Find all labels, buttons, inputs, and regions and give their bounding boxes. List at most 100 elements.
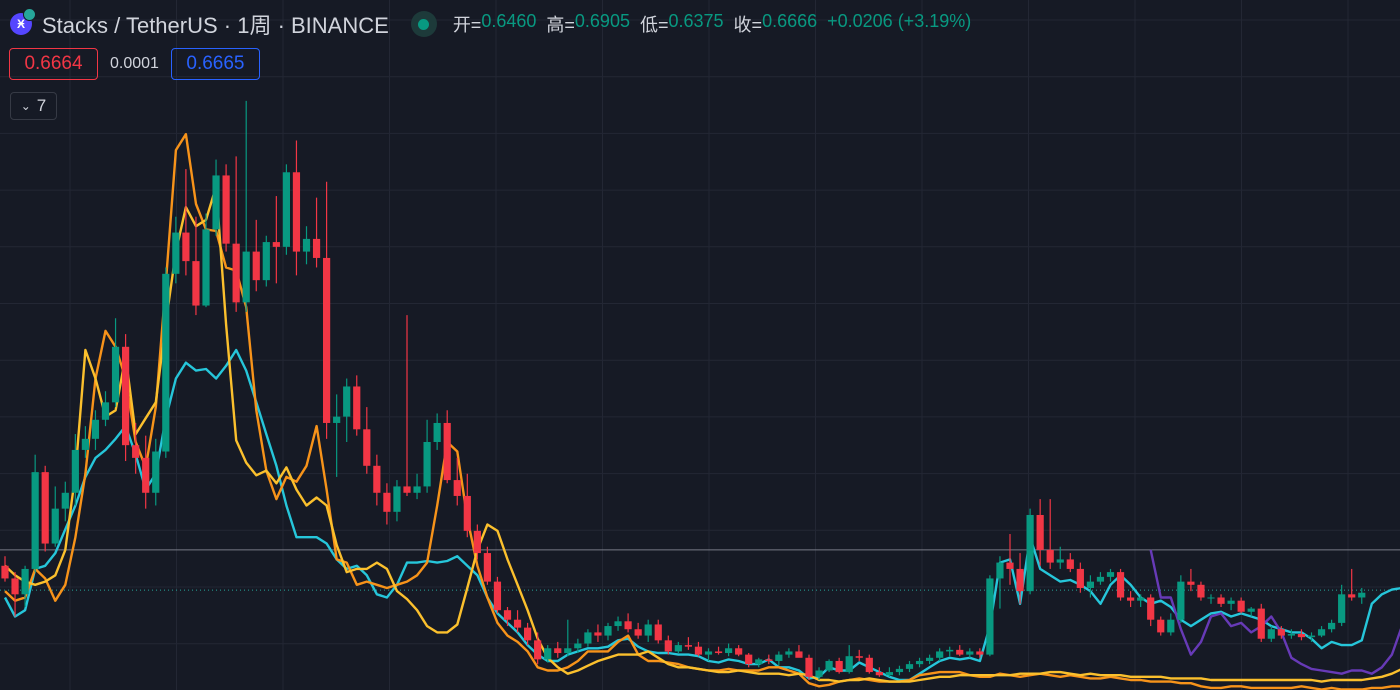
symbol-title[interactable]: Stacks / TetherUS · 1周 · BINANCE (42, 13, 389, 38)
candle (614, 616, 622, 631)
candle (1016, 553, 1024, 604)
candle (1307, 632, 1316, 642)
candle-body (825, 660, 833, 671)
candle-body (765, 659, 773, 661)
buy-price-button[interactable]: 0.6665 (170, 48, 260, 80)
candle (936, 648, 944, 661)
candle (91, 410, 100, 450)
candle (242, 100, 250, 312)
candle-body (1317, 629, 1326, 636)
market-status-icon[interactable] (410, 11, 437, 37)
candle-body (132, 445, 140, 458)
candle-body (81, 438, 89, 450)
candle-body (1147, 597, 1155, 620)
candle-body (423, 442, 431, 487)
candle (453, 457, 461, 506)
candle (714, 646, 723, 655)
candle (915, 657, 924, 668)
candle (765, 654, 773, 665)
candle (1177, 575, 1185, 623)
candle-body (865, 657, 873, 673)
candle (986, 575, 994, 657)
candle (684, 637, 692, 650)
candle-body (976, 651, 984, 655)
candle (1076, 562, 1084, 593)
candle-body (1338, 594, 1346, 623)
candle-body (634, 629, 642, 636)
candle (1287, 629, 1295, 639)
candle (11, 572, 19, 617)
candle-body (172, 232, 180, 274)
candle (1237, 597, 1245, 614)
candle-body (1066, 559, 1074, 569)
trade-bar: 0.6664 0.0001 0.6665 (9, 48, 260, 80)
candle-body (594, 632, 602, 636)
high-value: 0.6905 (574, 11, 630, 31)
candle-body (1, 565, 9, 579)
candle-body (845, 656, 853, 673)
candle (524, 622, 532, 646)
candle-body (1287, 633, 1295, 636)
candle (1167, 613, 1175, 636)
candle (624, 613, 632, 633)
candle (956, 645, 964, 657)
candle (544, 645, 552, 663)
candle-body (122, 346, 130, 446)
candle (725, 643, 733, 657)
candle-body (282, 172, 290, 247)
candle (1157, 616, 1165, 636)
candle (433, 413, 441, 450)
candle-body (1116, 572, 1125, 598)
candle (262, 235, 270, 287)
candle (1056, 546, 1064, 569)
candle (966, 648, 974, 658)
candle-body (785, 651, 793, 655)
candle (1006, 534, 1014, 585)
candle (1106, 568, 1115, 582)
candle (423, 419, 431, 493)
candle (192, 216, 200, 316)
candle-body (443, 422, 451, 481)
candle (674, 641, 682, 654)
candle-body (312, 238, 321, 258)
candle-body (1016, 568, 1024, 592)
candle (1, 556, 9, 582)
candle-body (31, 472, 39, 569)
candle-body (544, 648, 552, 660)
candle-body (503, 610, 512, 620)
candle-body (1277, 629, 1285, 636)
candle-body (694, 646, 703, 655)
candle (704, 648, 713, 661)
candle (855, 649, 863, 661)
candle-body (936, 651, 944, 658)
candle-body (574, 643, 582, 649)
sell-price-button[interactable]: 0.6664 (9, 48, 98, 80)
indicators-toggle-button[interactable]: ⌄ 7 (10, 92, 57, 120)
candle (1026, 508, 1034, 595)
candle-body (513, 619, 522, 628)
candle-body (1217, 597, 1225, 604)
candle (363, 407, 371, 474)
candle (815, 667, 823, 680)
candle (825, 659, 833, 673)
candle-body (1207, 597, 1215, 599)
candle-body (302, 238, 311, 252)
candle-body (805, 657, 813, 677)
candle (694, 641, 703, 657)
candle-body (946, 649, 954, 652)
candle-body (915, 660, 924, 665)
candle-body (1297, 633, 1306, 638)
candle (885, 667, 893, 677)
candle-body (926, 657, 934, 661)
candle-body (684, 645, 692, 647)
candle-body (353, 386, 361, 430)
candle-body (554, 648, 562, 654)
ma-line-3 (4, 185, 1400, 683)
candle (584, 629, 592, 647)
candle (1227, 597, 1235, 611)
candle (413, 473, 421, 500)
candle-body (433, 422, 441, 442)
candle-body (222, 175, 230, 244)
